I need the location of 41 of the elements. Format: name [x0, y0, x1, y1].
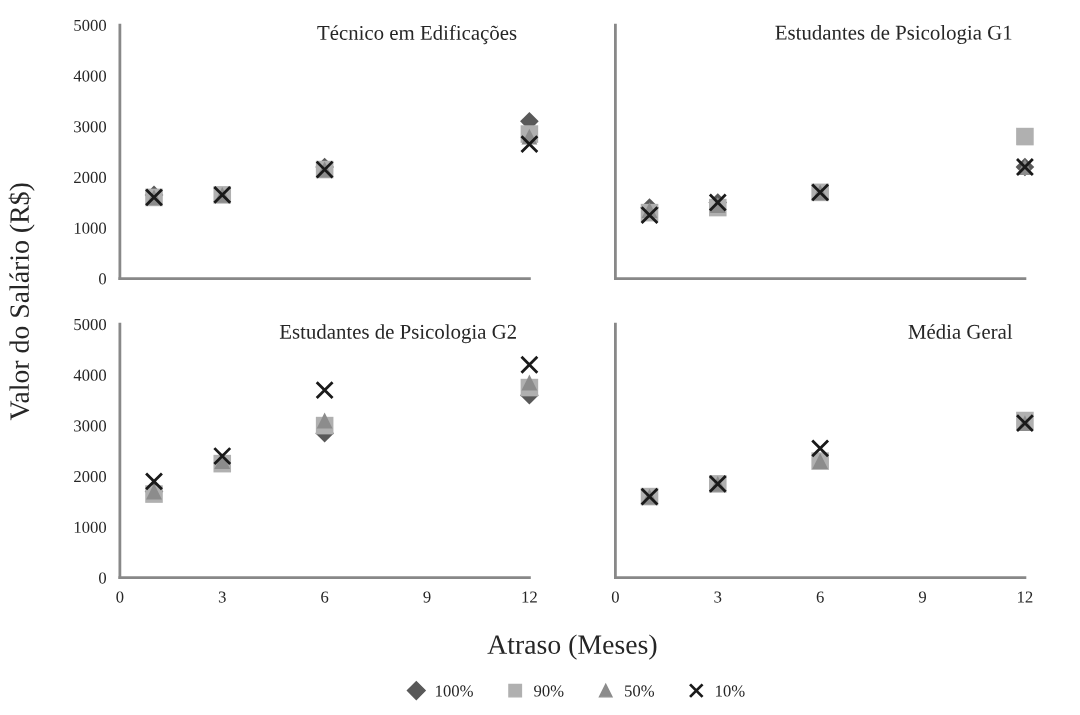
- x-tick-label: 3: [714, 591, 722, 603]
- chart-title: Estudantes de Psicologia G2: [279, 324, 516, 344]
- y-tick-label: 4000: [73, 369, 107, 381]
- legend-label: 10%: [716, 685, 745, 697]
- y-tick-label: 0: [98, 572, 107, 584]
- legend-label: 50%: [625, 685, 655, 697]
- legend-label: 100%: [436, 685, 473, 697]
- x-axis-title: Atraso (Meses): [487, 634, 657, 660]
- y-tick-label: 3000: [74, 420, 107, 432]
- point: [212, 446, 232, 466]
- x-tick-label: 9: [918, 591, 927, 603]
- x-tick-label: 12: [522, 591, 537, 603]
- x-tick-label: 0: [611, 591, 619, 603]
- y-tick-label: 2000: [74, 471, 107, 483]
- point: [316, 412, 333, 429]
- point: [520, 355, 539, 375]
- chart-title: Média Geral: [908, 324, 1013, 339]
- point: [520, 134, 539, 154]
- y-tick-label: 2000: [74, 171, 107, 184]
- x-tick-label: 6: [816, 591, 824, 603]
- y-tick-label: 1000: [74, 222, 107, 234]
- y-tick-label: 5000: [74, 19, 107, 31]
- point: [144, 472, 164, 491]
- point: [810, 439, 830, 458]
- y-tick-label: 0: [98, 273, 107, 285]
- x-tick-label: 12: [1018, 591, 1033, 603]
- point: [1016, 127, 1034, 146]
- legend-label: 90%: [534, 685, 564, 697]
- x-tick-label: 0: [116, 591, 124, 603]
- chart-title: Estudantes de Psicologia G1: [775, 25, 1012, 44]
- x-tick-label: 9: [423, 591, 431, 603]
- y-tick-label: 5000: [74, 318, 107, 331]
- y-tick-label: 3000: [74, 121, 107, 133]
- point: [315, 380, 334, 400]
- y-tick-label: 4000: [73, 70, 107, 82]
- chart-title: Técnico em Edificações: [317, 25, 517, 45]
- x-tick-label: 3: [218, 591, 226, 603]
- x-tick-label: 6: [321, 591, 329, 603]
- point: [521, 374, 538, 391]
- y-axis-title: Valor do Salário (R$): [8, 183, 35, 421]
- y-tick-label: 1000: [74, 521, 107, 533]
